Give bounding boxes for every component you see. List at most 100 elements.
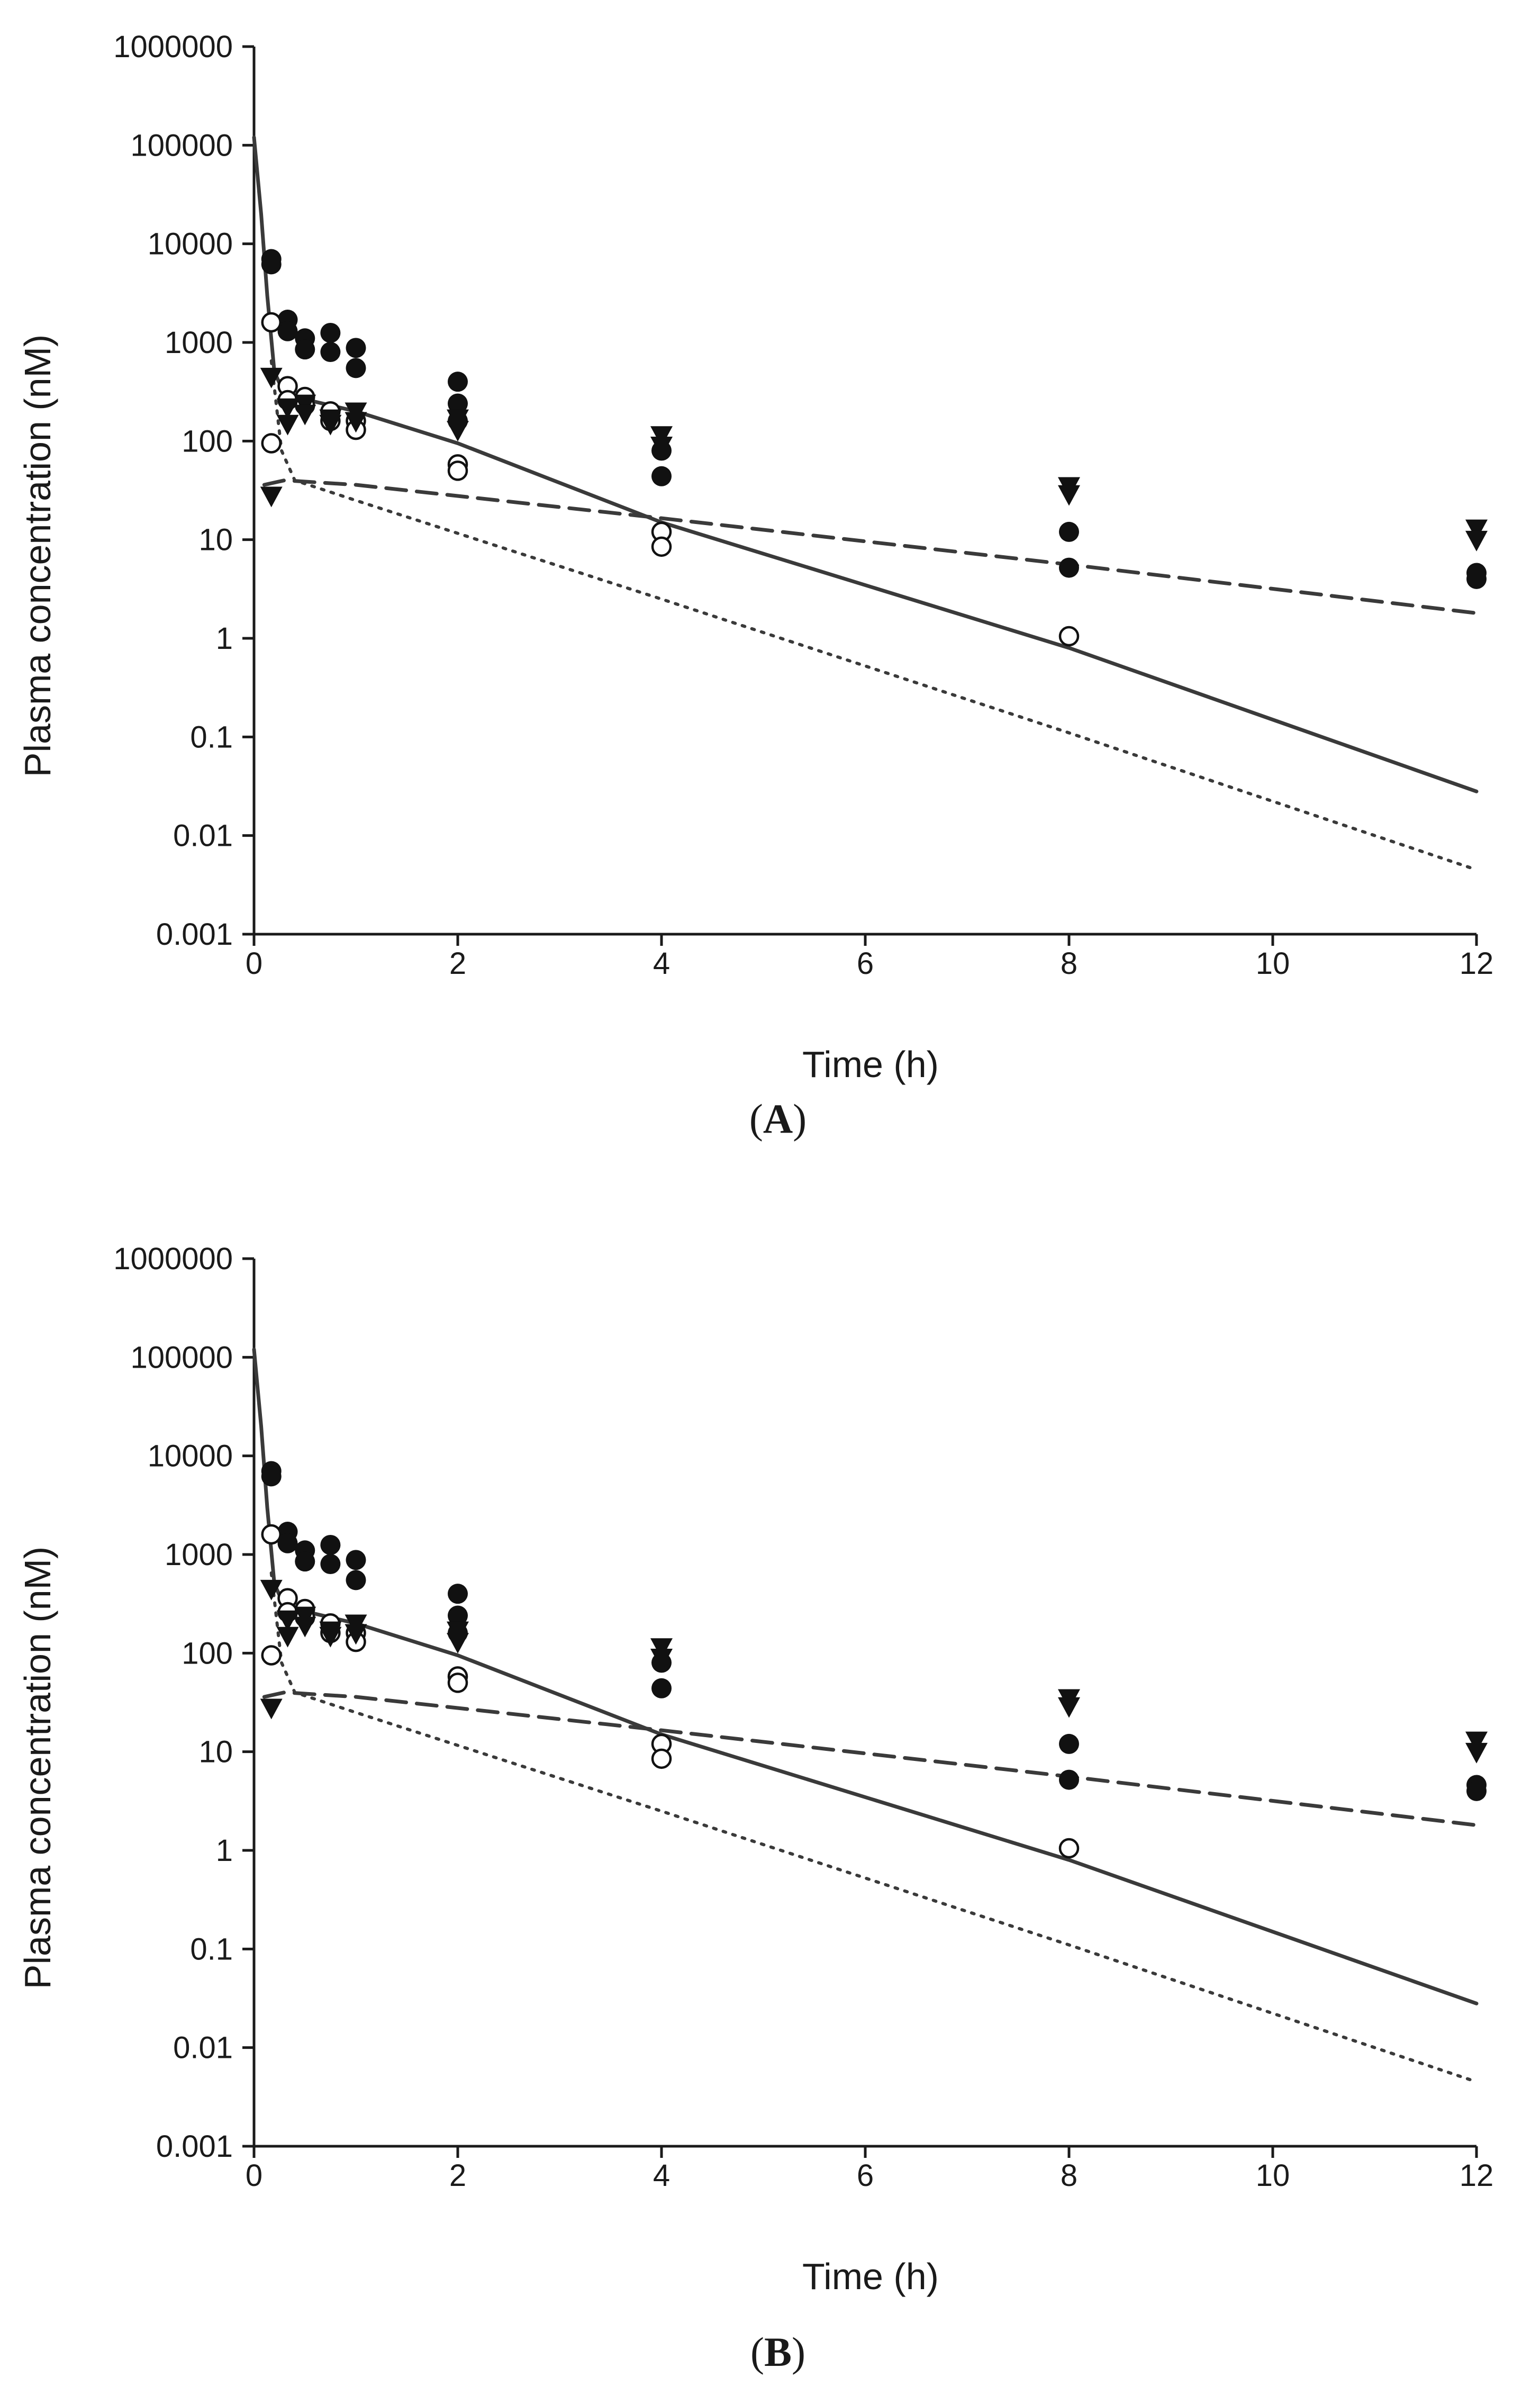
data-point-filled-circle-b: [346, 1550, 366, 1570]
data-point-filled-circle-b: [346, 1570, 366, 1590]
data-point-open-circle-b: [447, 1673, 468, 1693]
data-point-open-circle-a: [1058, 626, 1080, 647]
y-tick-label-a: 10000: [148, 227, 233, 261]
y-tick-label-b: 1000: [165, 1538, 233, 1572]
data-point-open-circle-a: [651, 536, 672, 557]
data-point-filled-triangle-a: [260, 367, 283, 388]
y-axis-label-a: Plasma concentration (nM): [17, 335, 58, 777]
y-tick-label-a: 0.01: [173, 819, 233, 853]
data-point-open-circle-b: [261, 1524, 282, 1545]
x-tick-label-b: 0: [246, 2158, 262, 2193]
chart-panel-b: 0.0010.010.11101001000100001000001000000…: [17, 1242, 1493, 2375]
data-point-filled-triangle-a: [650, 426, 673, 447]
y-tick-label-b: 1000000: [113, 1242, 233, 1276]
x-tick-label-b: 10: [1256, 2158, 1290, 2193]
series-line-solid-a: [252, 135, 1479, 793]
data-point-filled-triangle-b: [1058, 1697, 1080, 1718]
y-tick-label-b: 0.01: [173, 2031, 233, 2065]
y-tick-label-a: 0.001: [156, 917, 233, 952]
series-line-dashed-a: [262, 478, 1479, 615]
data-point-filled-circle-a: [651, 466, 672, 486]
x-tick-label-b: 6: [857, 2158, 874, 2193]
data-point-open-circle-a: [261, 433, 282, 454]
plot-area-b: 0.0010.010.11101001000100001000001000000…: [113, 1242, 1493, 2193]
data-point-filled-triangle-b: [276, 1626, 299, 1648]
chart-panel-a: 0.001 0.01 0.1 1 10 10 0 1000 10000 100000 1000000…: [17, 30, 1493, 1142]
panel-label-b: (B): [750, 2329, 805, 2375]
x-tick-label-a: 10: [1256, 946, 1290, 981]
data-point-filled-triangle-b: [1465, 1731, 1488, 1752]
data-point-filled-triangle-a: [319, 414, 342, 436]
data-point-filled-triangle-a: [276, 398, 299, 419]
y-tick-label-a: 10: [198, 523, 233, 557]
data-point-filled-triangle-b: [345, 1624, 367, 1645]
data-point-filled-triangle-b: [1465, 1742, 1488, 1764]
y-tick-label-b: 1: [216, 1833, 233, 1868]
y-tick-label-a: 100000: [130, 128, 233, 162]
data-point-filled-triangle-b: [260, 1698, 283, 1720]
series-line-dashed-b: [262, 1691, 1479, 1827]
data-point-filled-triangle-b: [650, 1638, 673, 1659]
data-point-open-circle-a: [261, 312, 282, 333]
data-point-filled-circle-b: [320, 1534, 341, 1555]
y-tick-label-b: 10000: [148, 1439, 233, 1474]
data-point-filled-circle-a: [346, 338, 366, 358]
data-point-filled-circle-a: [261, 254, 282, 275]
y-tick-label-a: 1000: [165, 326, 233, 360]
data-point-open-circle-b: [651, 1748, 672, 1769]
series-line-dotted-a: [269, 359, 1478, 872]
panel-label-a: (A): [749, 1096, 807, 1142]
y-tick-label-a: 1: [216, 621, 233, 656]
x-tick-label-a: 6: [857, 946, 874, 981]
x-tick-label-b: 8: [1061, 2158, 1077, 2193]
data-point-filled-circle-a: [295, 339, 315, 360]
data-point-filled-circle-b: [320, 1554, 341, 1575]
data-point-filled-circle-b: [1059, 1769, 1079, 1790]
data-point-open-circle-a: [447, 460, 468, 481]
data-point-filled-circle-a: [320, 342, 341, 363]
data-point-filled-circle-a: [320, 322, 341, 343]
x-tick-label-a: 4: [653, 946, 670, 981]
y-tick-label-a: 1000000: [113, 30, 233, 64]
data-point-filled-circle-b: [261, 1466, 282, 1487]
y-tick-label-a: 0.1: [190, 720, 233, 754]
x-axis-label-b: Time (h): [802, 2256, 939, 2297]
data-point-filled-circle-b: [295, 1551, 315, 1572]
data-point-filled-triangle-a: [260, 486, 283, 508]
x-tick-label-a: 0: [246, 946, 262, 981]
data-point-filled-circle-a: [448, 372, 468, 392]
data-point-filled-triangle-a: [1465, 519, 1488, 540]
data-point-filled-circle-b: [277, 1533, 298, 1553]
data-point-filled-circle-b: [1466, 1781, 1487, 1801]
data-point-filled-triangle-b: [260, 1579, 283, 1601]
data-point-filled-triangle-b: [294, 1616, 316, 1638]
y-tick-label-b: 100: [182, 1636, 233, 1670]
data-point-filled-circle-a: [1466, 568, 1487, 589]
data-point-filled-triangle-b: [447, 1633, 469, 1654]
data-point-filled-triangle-b: [447, 1621, 469, 1642]
data-point-filled-circle-a: [1059, 521, 1079, 542]
x-tick-label-a: 8: [1061, 946, 1077, 981]
x-tick-label-b: 12: [1460, 2158, 1494, 2193]
y-tick-label-b: 0.1: [190, 1932, 233, 1966]
plot-area-a: 0.001 0.01 0.1 1 10 10 0 1000 10000 100000 1000000…: [113, 30, 1493, 981]
panel-label-b-letter: B: [764, 2329, 792, 2375]
y-tick-label-b: 0.001: [156, 2129, 233, 2164]
y-tick-label-b: 10: [198, 1735, 233, 1769]
data-point-filled-triangle-b: [319, 1626, 342, 1648]
data-point-filled-triangle-a: [294, 404, 316, 426]
data-point-filled-triangle-b: [276, 1610, 299, 1631]
data-point-filled-triangle-a: [276, 414, 299, 436]
data-point-filled-triangle-a: [1058, 485, 1080, 506]
data-point-filled-triangle-a: [447, 409, 469, 430]
data-point-open-circle-b: [1058, 1838, 1080, 1859]
data-point-filled-triangle-a: [345, 412, 367, 433]
data-point-filled-triangle-a: [650, 437, 673, 457]
data-point-filled-triangle-a: [1465, 530, 1488, 552]
y-axis-label-b: Plasma concentration (nM): [17, 1547, 58, 1989]
data-point-filled-circle-b: [1059, 1733, 1079, 1754]
data-point-filled-circle-a: [346, 358, 366, 378]
data-point-filled-triangle-b: [650, 1649, 673, 1669]
series-line-dotted-b: [269, 1571, 1478, 2084]
